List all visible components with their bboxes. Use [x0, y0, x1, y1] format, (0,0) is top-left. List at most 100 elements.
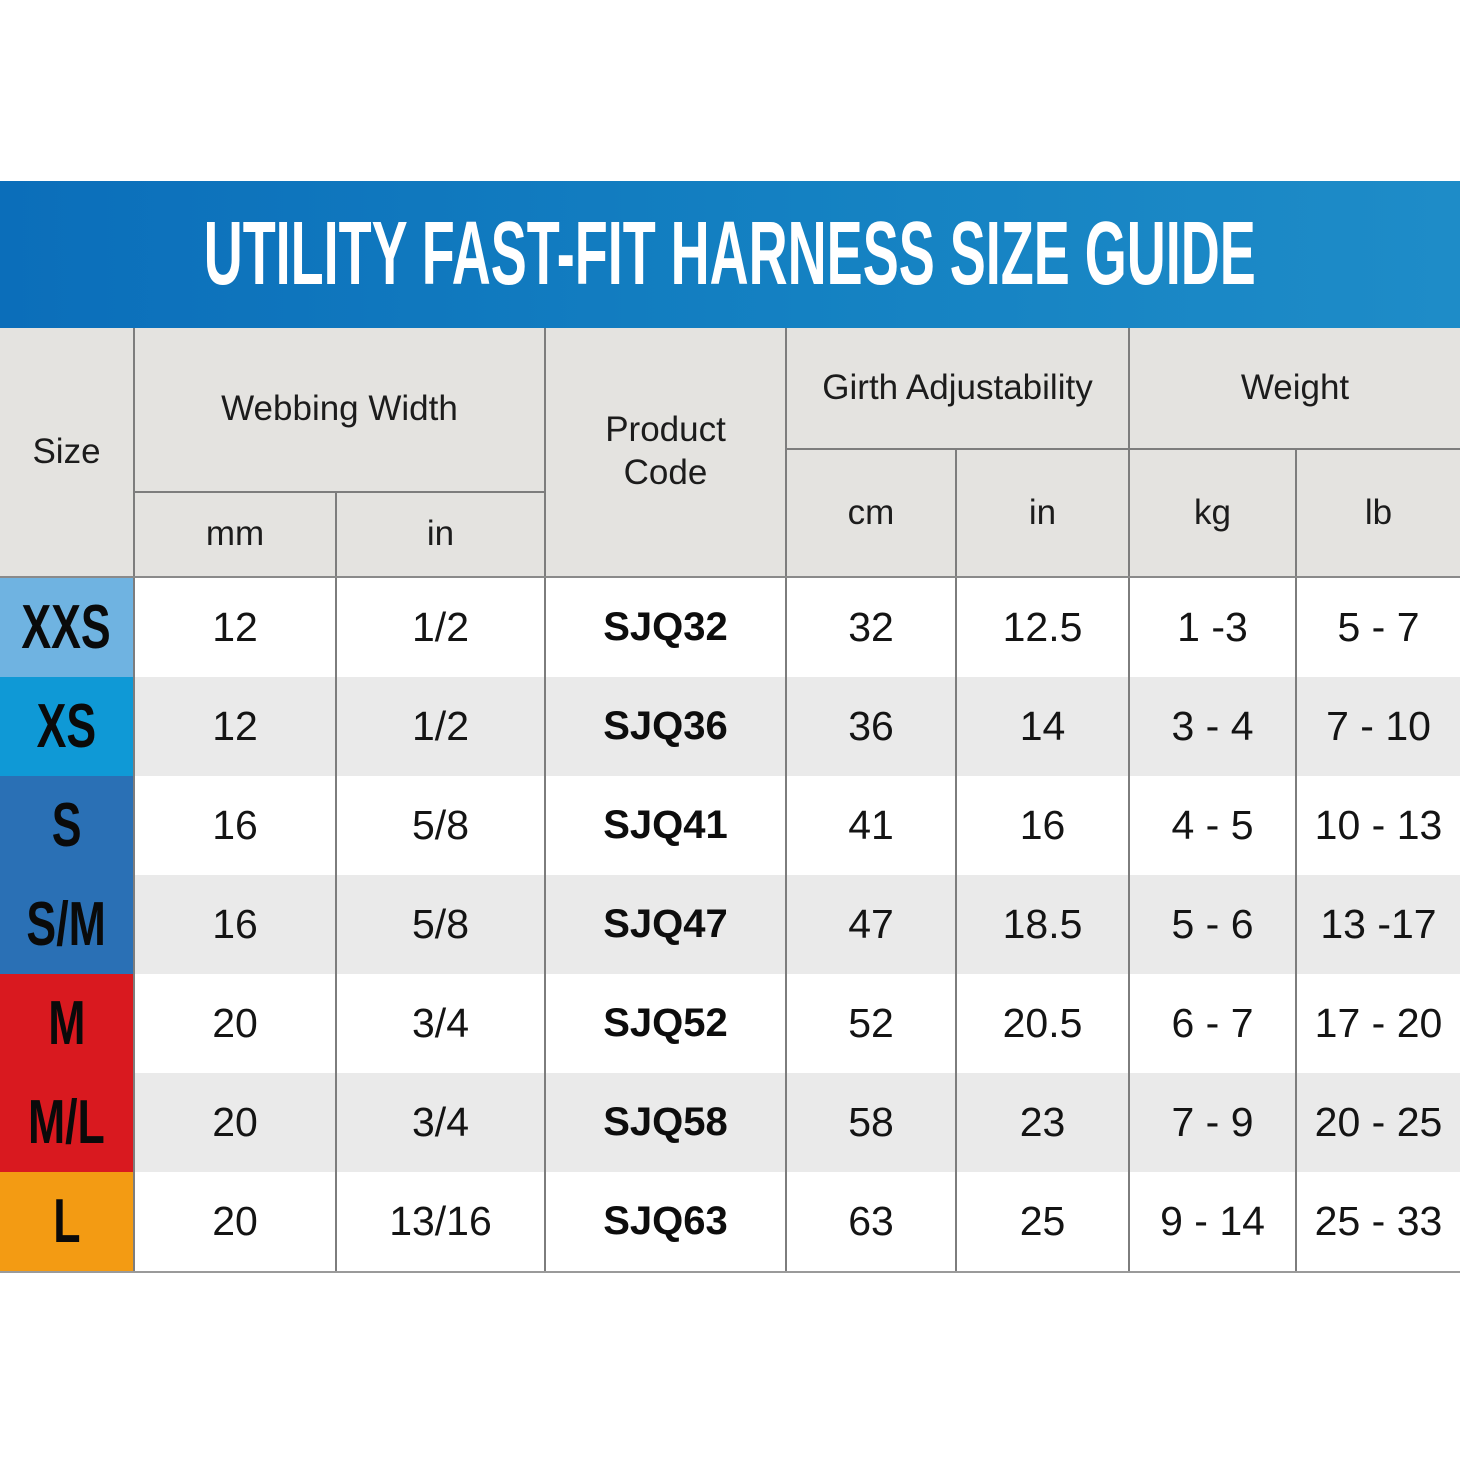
cell-weight-kg: 9 - 14 — [1130, 1172, 1297, 1271]
table-row-s: S 16 5/8 SJQ41 41 16 4 - 5 10 - 13 — [0, 776, 1460, 875]
girth-adjustability-header: Girth Adjustability — [787, 328, 1128, 450]
cell-girth-cm: 36 — [787, 677, 957, 776]
cell-product-code: SJQ58 — [546, 1073, 787, 1172]
table-row-sm: S/M 16 5/8 SJQ47 47 18.5 5 - 6 13 -17 — [0, 875, 1460, 974]
weight-label: Weight — [1240, 367, 1350, 407]
cell-girth-in: 20.5 — [957, 974, 1130, 1073]
girth-in-label: in — [1028, 492, 1057, 532]
size-badge-xxs: XXS — [0, 578, 135, 677]
cell-mm: 20 — [135, 974, 337, 1073]
table-header: Size Webbing Width mm in Product Code — [0, 328, 1460, 578]
cell-girth-cm: 47 — [787, 875, 957, 974]
cell-webbing-in: 3/4 — [337, 974, 546, 1073]
table-row-xs: XS 12 1/2 SJQ36 36 14 3 - 4 7 - 10 — [0, 677, 1460, 776]
cell-mm: 16 — [135, 875, 337, 974]
table-row-xxs: XXS 12 1/2 SJQ32 32 12.5 1 -3 5 - 7 — [0, 578, 1460, 677]
cell-weight-kg: 7 - 9 — [1130, 1073, 1297, 1172]
cell-weight-lb: 13 -17 — [1320, 901, 1437, 947]
cell-webbing-in: 5/8 — [337, 875, 546, 974]
size-badge-sm: S/M — [0, 875, 135, 974]
weight-header: Weight — [1130, 328, 1460, 450]
col-group-weight: Weight kg lb — [1130, 328, 1460, 576]
girth-adjustability-label: Girth Adjustability — [822, 367, 1093, 407]
cell-product-code: SJQ36 — [546, 677, 787, 776]
cell-weight-lb: 17 - 20 — [1314, 1000, 1443, 1046]
cell-weight-lb: 25 - 33 — [1314, 1198, 1443, 1244]
cell-product-code: SJQ52 — [546, 974, 787, 1073]
cell-weight-lb: 20 - 25 — [1314, 1099, 1443, 1145]
cell-webbing-in: 5/8 — [337, 776, 546, 875]
size-header-label: Size — [32, 431, 101, 471]
table-row-ml: M/L 20 3/4 SJQ58 58 23 7 - 9 20 - 25 — [0, 1073, 1460, 1172]
cell-product-code: SJQ32 — [546, 578, 787, 677]
table-row-m: M 20 3/4 SJQ52 52 20.5 6 - 7 17 - 20 — [0, 974, 1460, 1073]
size-label: M — [47, 989, 86, 1058]
unit-header-lb: lb — [1297, 450, 1460, 576]
size-label: M/L — [28, 1088, 105, 1157]
cell-product-code: SJQ47 — [546, 875, 787, 974]
lb-label: lb — [1364, 492, 1393, 532]
size-label: S/M — [26, 890, 107, 959]
size-label: L — [52, 1187, 81, 1256]
webbing-in-label: in — [426, 514, 455, 554]
product-code-label: Product Code — [605, 410, 726, 492]
cell-girth-cm: 32 — [787, 578, 957, 677]
cell-webbing-in: 1/2 — [337, 677, 546, 776]
title-banner: UTILITY FAST-FIT HARNESS SIZE GUIDE — [0, 181, 1460, 328]
col-group-girth-adjustability: Girth Adjustability cm in — [787, 328, 1130, 576]
table-body: XXS 12 1/2 SJQ32 32 12.5 1 -3 5 - 7 XS 1… — [0, 578, 1460, 1273]
cell-girth-cm: 58 — [787, 1073, 957, 1172]
unit-header-kg: kg — [1130, 450, 1297, 576]
webbing-width-units: mm in — [135, 493, 544, 576]
size-label: XXS — [21, 593, 112, 662]
cell-girth-cm: 41 — [787, 776, 957, 875]
size-badge-m: M — [0, 974, 135, 1073]
cell-webbing-in: 3/4 — [337, 1073, 546, 1172]
cell-girth-in: 12.5 — [957, 578, 1130, 677]
cell-weight-lb: 7 - 10 — [1326, 703, 1431, 749]
cell-girth-in: 16 — [957, 776, 1130, 875]
cell-weight-kg: 3 - 4 — [1130, 677, 1297, 776]
cell-girth-cm: 52 — [787, 974, 957, 1073]
unit-header-cm: cm — [787, 450, 957, 576]
cell-girth-in: 25 — [957, 1172, 1130, 1271]
unit-header-webbing-in: in — [337, 493, 544, 576]
cell-girth-cm: 63 — [787, 1172, 957, 1271]
cell-girth-in: 23 — [957, 1073, 1130, 1172]
cell-weight-lb: 10 - 13 — [1314, 802, 1443, 848]
girth-units: cm in — [787, 450, 1128, 576]
size-guide-table: Size Webbing Width mm in Product Code — [0, 328, 1460, 1273]
cell-mm: 16 — [135, 776, 337, 875]
col-header-product-code: Product Code — [546, 328, 787, 576]
weight-units: kg lb — [1130, 450, 1460, 576]
kg-label: kg — [1194, 492, 1231, 532]
cell-product-code: SJQ63 — [546, 1172, 787, 1271]
cell-mm: 12 — [135, 677, 337, 776]
cell-weight-kg: 1 -3 — [1130, 578, 1297, 677]
cell-weight-kg: 5 - 6 — [1130, 875, 1297, 974]
cell-weight-kg: 4 - 5 — [1130, 776, 1297, 875]
unit-header-mm: mm — [135, 493, 337, 576]
cell-girth-in: 18.5 — [957, 875, 1130, 974]
webbing-width-label: Webbing Width — [221, 389, 458, 429]
cell-webbing-in: 13/16 — [337, 1172, 546, 1271]
cell-mm: 20 — [135, 1172, 337, 1271]
size-badge-xs: XS — [0, 677, 135, 776]
mm-label: mm — [205, 514, 265, 554]
col-group-webbing-width: Webbing Width mm in — [135, 328, 546, 576]
size-badge-s: S — [0, 776, 135, 875]
cm-label: cm — [847, 492, 895, 532]
unit-header-girth-in: in — [957, 450, 1128, 576]
cell-webbing-in: 1/2 — [337, 578, 546, 677]
page-title: UTILITY FAST-FIT HARNESS SIZE GUIDE — [203, 204, 1257, 304]
cell-product-code: SJQ41 — [546, 776, 787, 875]
cell-girth-in: 14 — [957, 677, 1130, 776]
size-badge-ml: M/L — [0, 1073, 135, 1172]
cell-weight-kg: 6 - 7 — [1130, 974, 1297, 1073]
size-label: XS — [36, 692, 97, 761]
webbing-width-header: Webbing Width — [135, 328, 544, 493]
cell-mm: 12 — [135, 578, 337, 677]
table-row-l: L 20 13/16 SJQ63 63 25 9 - 14 25 - 33 — [0, 1172, 1460, 1271]
col-header-size: Size — [0, 328, 135, 576]
